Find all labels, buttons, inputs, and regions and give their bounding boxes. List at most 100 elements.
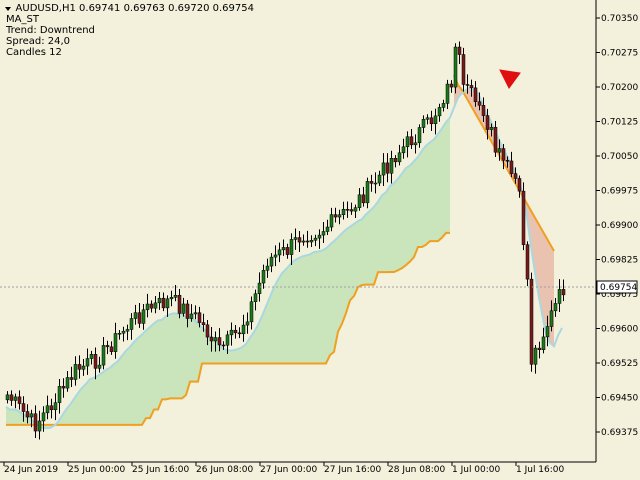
candle-body xyxy=(509,160,514,174)
candle-body xyxy=(321,231,326,236)
candle-body xyxy=(525,244,530,280)
candle-body xyxy=(501,148,506,161)
candle-body xyxy=(261,270,266,284)
y-tick-label: 0.69600 xyxy=(601,325,638,335)
candle-body xyxy=(485,115,490,130)
candle-body xyxy=(161,297,166,309)
candle-body xyxy=(449,83,454,88)
price-axis[interactable]: 0.70350 0.70275 0.70200 0.70125 0.70050 0.699… xyxy=(596,14,638,438)
candle-body xyxy=(381,162,386,176)
candle-body xyxy=(469,85,474,89)
candle-body xyxy=(481,105,486,116)
candle-body xyxy=(173,294,178,298)
candle-body xyxy=(229,329,234,336)
spread-text: Spread: 24,0 xyxy=(6,36,71,47)
candle-body xyxy=(461,54,466,85)
candle-body xyxy=(201,322,206,326)
supertrend-up-line xyxy=(6,231,450,426)
candle-body xyxy=(9,394,14,401)
candle-body xyxy=(185,303,190,319)
x-tick-label: 27 Jun 16:00 xyxy=(324,465,381,475)
candle-body xyxy=(5,394,10,401)
time-axis[interactable]: 24 Jun 2019 25 Jun 00:00 25 Jun 16:00 26 Ju… xyxy=(3,462,565,475)
candle-body xyxy=(61,386,66,389)
candle-body xyxy=(505,160,510,162)
dropdown-triangle-icon[interactable] xyxy=(5,7,11,11)
candle-body xyxy=(77,364,82,370)
candle-body xyxy=(81,365,86,370)
candle-body xyxy=(37,420,42,432)
candle-body xyxy=(253,293,258,302)
candle-body xyxy=(497,148,502,153)
candle-body xyxy=(257,282,262,294)
candle-body xyxy=(517,178,522,192)
candle-body xyxy=(477,101,482,106)
candle-body xyxy=(269,256,274,267)
candle-body xyxy=(561,289,566,296)
y-tick-label: 0.69450 xyxy=(601,394,638,404)
candle-body xyxy=(373,182,378,185)
y-tick-label: 0.69375 xyxy=(601,428,638,438)
candle-body xyxy=(421,119,426,128)
candle-body xyxy=(225,334,230,346)
candle-body xyxy=(473,87,478,102)
y-tick-label: 0.69675 xyxy=(601,290,638,300)
candle-body xyxy=(21,403,26,412)
candle-body xyxy=(213,337,218,342)
candle-body xyxy=(377,174,382,184)
candle-body xyxy=(189,313,194,319)
candle-body xyxy=(297,237,302,243)
candle-body xyxy=(541,336,546,350)
uptrend-band xyxy=(6,117,450,429)
candle-body xyxy=(437,107,442,117)
candle-body xyxy=(121,330,126,334)
candle-body xyxy=(329,214,334,228)
candle-body xyxy=(177,294,182,314)
candle-body xyxy=(429,117,434,125)
x-tick-label: 1 Jul 00:00 xyxy=(452,465,501,475)
candle-body xyxy=(305,240,310,243)
candle-body xyxy=(521,190,526,245)
y-tick-label: 0.69975 xyxy=(601,187,638,197)
candle-body xyxy=(489,127,494,130)
candle-body xyxy=(85,358,90,367)
candle-body xyxy=(493,127,498,153)
candle-body xyxy=(441,103,446,108)
candle-body xyxy=(105,345,110,348)
symbol-line: AUDUSD,H1 0.69741 0.69763 0.69720 0.6975… xyxy=(6,3,254,14)
candle-body xyxy=(17,396,22,404)
x-tick-label: 24 Jun 2019 xyxy=(4,465,58,475)
candle-body xyxy=(217,337,222,346)
current-price-text: 0.69754 xyxy=(600,283,637,293)
y-tick-label: 0.69900 xyxy=(601,221,638,231)
candle-body xyxy=(73,364,78,380)
candle-body xyxy=(293,237,298,240)
candle-body xyxy=(221,344,226,347)
y-tick-label: 0.70275 xyxy=(601,49,638,59)
candle-body xyxy=(433,115,438,125)
candle-body xyxy=(69,377,74,380)
candle-body xyxy=(101,345,106,366)
candles-text: Candles 12 xyxy=(6,47,62,58)
candle-body xyxy=(97,364,102,369)
candle-body xyxy=(137,312,142,324)
candle-body xyxy=(109,346,114,352)
candle-body xyxy=(241,324,246,335)
candle-body xyxy=(89,354,94,359)
candle-body xyxy=(405,136,410,148)
candles xyxy=(5,41,566,440)
candle-body xyxy=(141,309,146,324)
candle-body xyxy=(117,332,122,335)
candle-body xyxy=(53,402,58,411)
candle-body xyxy=(533,347,538,365)
chart-info-panel: AUDUSD,H1 0.69741 0.69763 0.69720 0.6975… xyxy=(6,3,254,58)
candle-body xyxy=(273,254,278,258)
candle-body xyxy=(289,239,294,255)
candle-body xyxy=(125,329,130,332)
candle-body xyxy=(265,265,270,271)
candle-body xyxy=(409,136,414,146)
trend-text: Trend: Downtrend xyxy=(6,25,95,36)
candle-body xyxy=(145,303,150,311)
